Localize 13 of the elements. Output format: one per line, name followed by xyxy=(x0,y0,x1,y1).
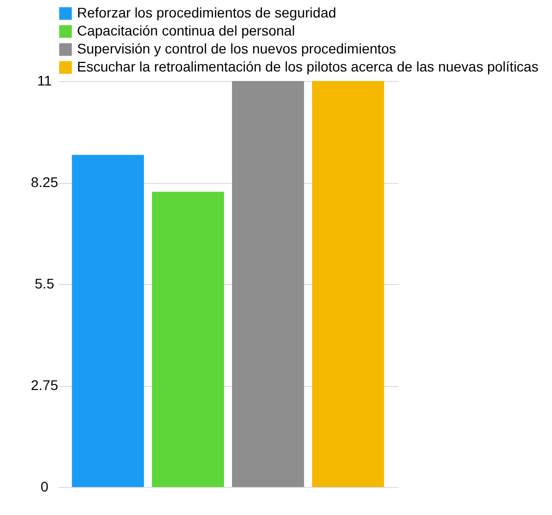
y-tick-label: 8.25 xyxy=(30,174,58,190)
y-tick-label: 11 xyxy=(37,72,52,88)
y-tick-label: 5.5 xyxy=(34,276,54,292)
legend-label: Capacitación continua del personal xyxy=(77,22,295,38)
bar xyxy=(72,154,144,487)
y-tick-label: 0 xyxy=(40,478,49,494)
legend-label: Escuchar la retroalimentación de los pilotos acerca de las nuevas políticas xyxy=(77,58,538,74)
legend-label: Reforzar los procedimientos de seguridad xyxy=(77,4,336,20)
bar xyxy=(152,192,224,487)
bar xyxy=(312,81,384,487)
legend-label: Supervisión y control de los nuevos procedimientos xyxy=(77,40,396,56)
bar xyxy=(232,81,304,487)
y-tick-label: 2.75 xyxy=(30,377,58,393)
